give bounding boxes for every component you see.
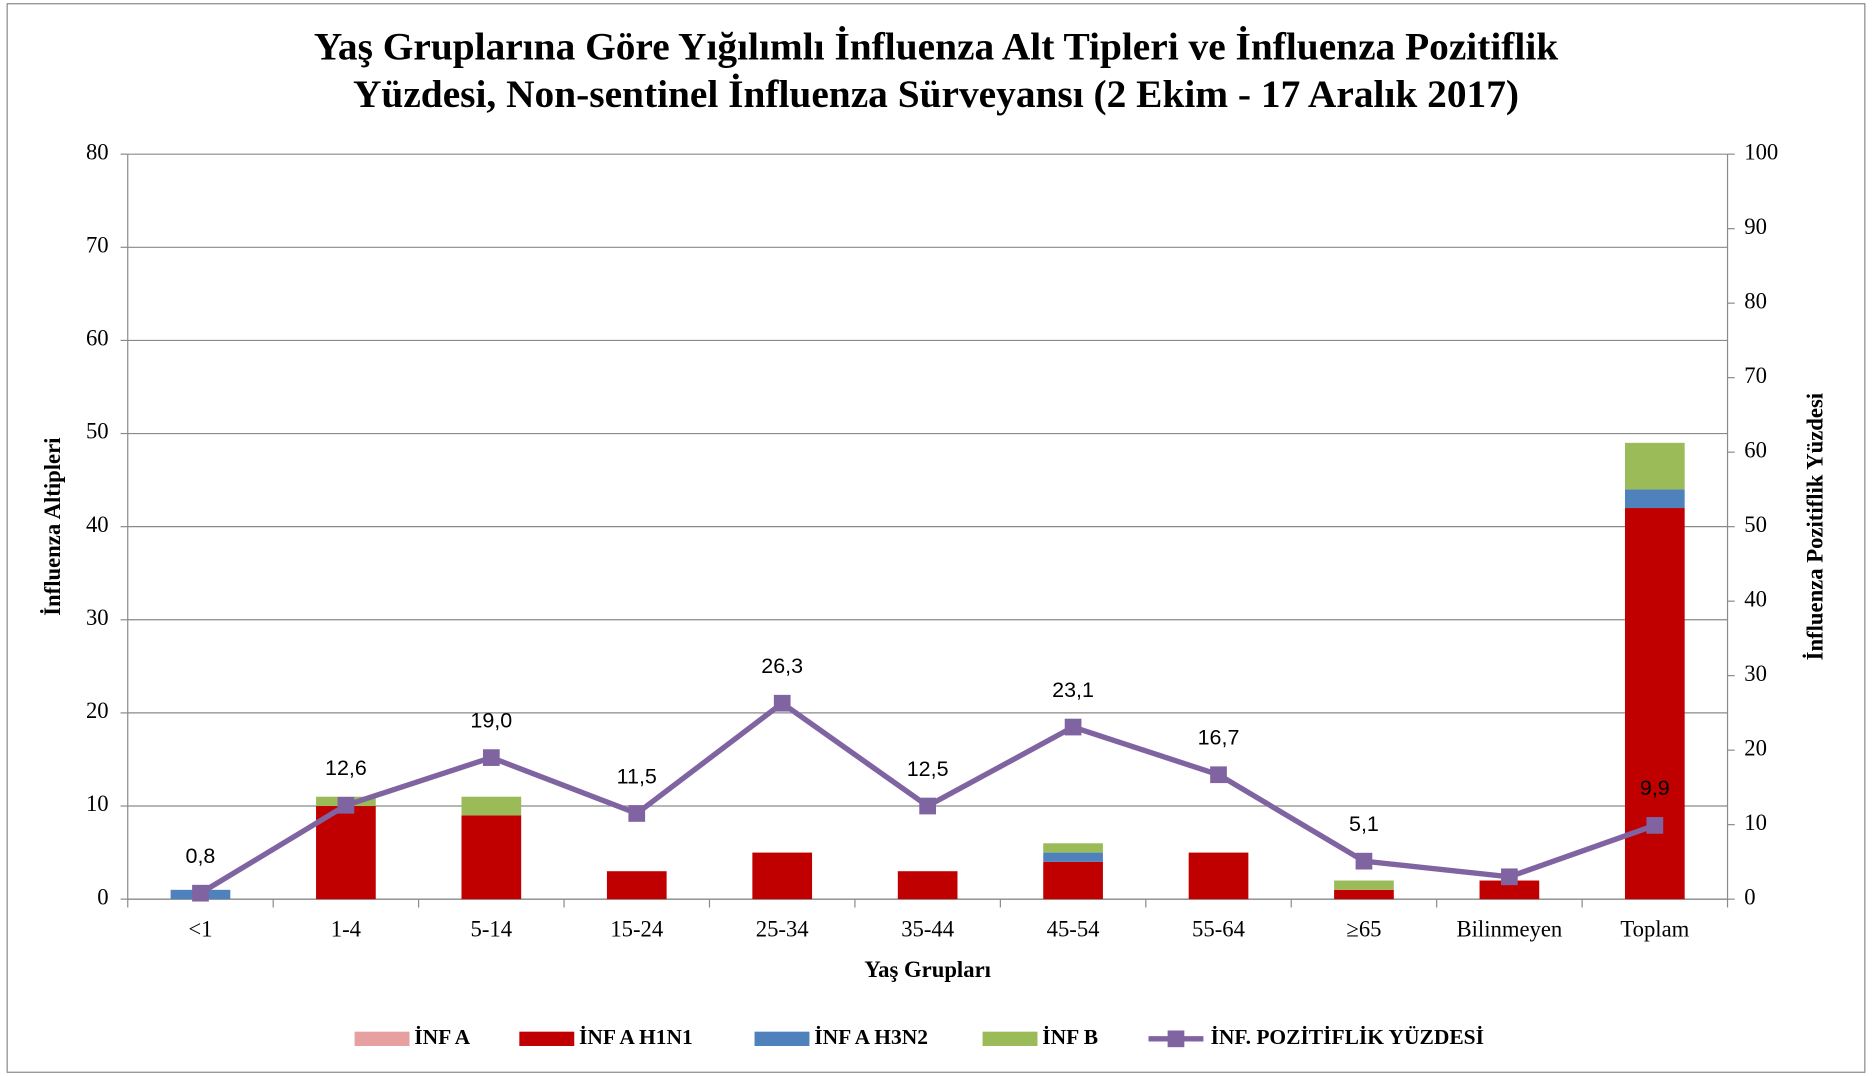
y2-tick-label: 50 — [1744, 512, 1767, 537]
line-marker — [482, 749, 500, 766]
line-marker — [1355, 852, 1373, 870]
y-axis-label: İnfluenza Altipleri — [40, 438, 65, 616]
legend-swatch — [1167, 1030, 1185, 1048]
x-axis-label: Yaş Grupları — [864, 957, 991, 982]
y2-tick-label: 70 — [1744, 363, 1767, 388]
line-marker — [773, 694, 791, 712]
line-marker — [628, 805, 646, 822]
bar — [1334, 889, 1394, 900]
bar — [1479, 880, 1540, 900]
bar — [1334, 880, 1394, 890]
bar — [461, 815, 522, 900]
y-tick-label: 50 — [86, 419, 109, 444]
line-marker — [1646, 817, 1664, 834]
y2-tick-label: 80 — [1744, 288, 1767, 313]
line-marker — [1501, 868, 1518, 886]
x-tick-label: Toplam — [1620, 917, 1689, 942]
y2-tick-label: 10 — [1744, 810, 1767, 835]
x-tick-label: ≥65 — [1346, 917, 1381, 942]
y2-tick-label: 100 — [1744, 139, 1778, 164]
y-tick-label: 10 — [86, 791, 109, 816]
bar — [316, 806, 376, 900]
data-label: 26,3 — [761, 654, 803, 678]
y2-tick-label: 20 — [1744, 735, 1767, 760]
data-label: 12,5 — [907, 757, 949, 781]
legend-swatch — [982, 1031, 1038, 1046]
line-marker — [337, 796, 355, 814]
bar — [1043, 861, 1103, 900]
bar — [1624, 508, 1685, 900]
y2-axis-label: İnfluenza Pozitiflik Yüzdesi — [1802, 393, 1827, 660]
y-tick-label: 70 — [86, 232, 109, 257]
x-tick-label: 55-64 — [1192, 917, 1245, 942]
y2-tick-label: 40 — [1744, 586, 1767, 611]
x-tick-label: 35-44 — [901, 917, 954, 942]
data-label: 19,0 — [470, 708, 512, 732]
legend-swatch — [519, 1031, 575, 1046]
x-tick-label: Bilinmeyen — [1456, 917, 1562, 942]
y2-tick-label: 30 — [1744, 661, 1767, 686]
y-tick-label: 60 — [86, 326, 109, 351]
y-tick-label: 80 — [86, 139, 109, 164]
data-label: 11,5 — [617, 764, 657, 788]
bar — [752, 852, 813, 900]
y-tick-label: 30 — [86, 605, 109, 630]
bar — [1624, 489, 1685, 509]
y2-tick-label: 60 — [1744, 437, 1767, 462]
y2-tick-label: 0 — [1744, 884, 1755, 909]
x-tick-label: 45-54 — [1047, 917, 1100, 942]
bar — [461, 796, 522, 816]
bar — [1043, 843, 1103, 853]
bar — [1043, 852, 1103, 862]
legend-label: İNF A H3N2 — [814, 1025, 928, 1049]
data-label: 9,9 — [1640, 776, 1670, 800]
x-tick-label: 5-14 — [471, 917, 513, 942]
legend-label: İNF. POZİTİFLİK YÜZDESİ — [1211, 1025, 1484, 1049]
line-marker — [1210, 766, 1227, 784]
chart-frame — [6, 3, 1866, 1073]
bar — [1188, 852, 1249, 900]
legend-swatch — [354, 1031, 410, 1046]
y2-tick-label: 90 — [1744, 214, 1767, 239]
line-marker — [1064, 718, 1082, 736]
legend-swatch — [754, 1031, 810, 1046]
legend-label: İNF A H1N1 — [579, 1025, 693, 1049]
chart-title: Yüzdesi, Non-sentinel İnfluenza Sürveyan… — [353, 72, 1519, 116]
x-tick-label: 15-24 — [610, 917, 663, 942]
data-label: 0,8 — [186, 844, 216, 868]
line-marker — [919, 797, 936, 815]
y-tick-label: 0 — [97, 884, 108, 909]
bar — [606, 871, 667, 900]
legend-label: İNF A — [414, 1025, 470, 1049]
line-marker — [192, 884, 209, 902]
y-tick-label: 20 — [86, 698, 109, 723]
data-label: 16,7 — [1198, 726, 1240, 750]
data-label: 23,1 — [1052, 678, 1094, 702]
bar — [897, 871, 958, 900]
x-tick-label: 25-34 — [756, 917, 809, 942]
legend-label: İNF B — [1042, 1025, 1098, 1049]
y-tick-label: 40 — [86, 512, 109, 537]
chart-title: Yaş Gruplarına Göre Yığılımlı İnfluenza … — [314, 24, 1558, 68]
x-tick-label: <1 — [188, 917, 212, 942]
bar — [1624, 442, 1685, 490]
x-tick-label: 1-4 — [331, 917, 361, 942]
data-label: 5,1 — [1349, 812, 1379, 836]
data-label: 12,6 — [325, 756, 367, 780]
